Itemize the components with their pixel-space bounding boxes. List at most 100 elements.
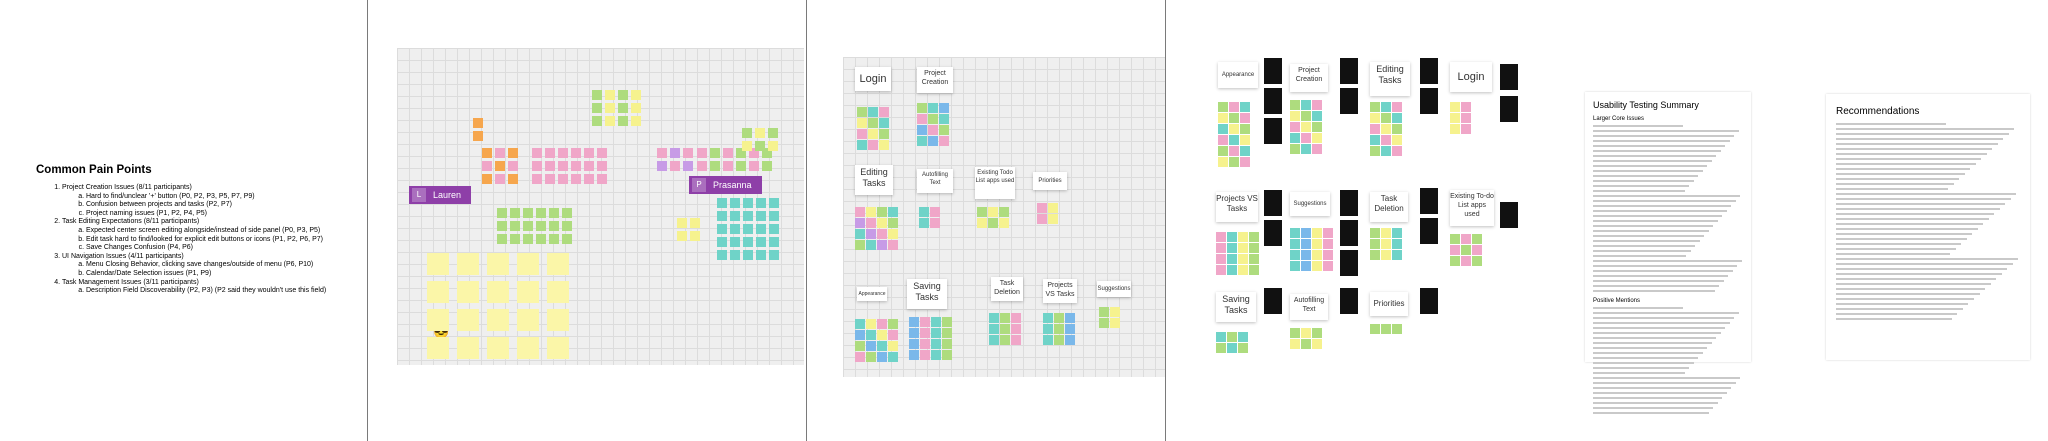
sticky-note[interactable] — [536, 208, 546, 218]
black-note[interactable] — [1264, 58, 1282, 84]
sticky-note[interactable] — [1227, 243, 1237, 253]
sticky-note[interactable] — [1099, 318, 1109, 328]
sticky-note[interactable] — [919, 218, 929, 228]
sticky-board-raw[interactable]: L Lauren P Prasanna 😎 — [397, 48, 804, 365]
sticky-note[interactable] — [888, 319, 898, 329]
sticky-note[interactable] — [1240, 124, 1250, 134]
black-note[interactable] — [1264, 88, 1282, 114]
sticky-note[interactable] — [999, 207, 1009, 217]
sticky-note[interactable] — [1323, 239, 1333, 249]
sticky-note[interactable] — [877, 330, 887, 340]
sticky-note[interactable] — [879, 118, 889, 128]
sticky-note[interactable] — [928, 103, 938, 113]
sticky-note[interactable] — [1370, 102, 1380, 112]
sticky-note[interactable] — [942, 317, 952, 327]
sticky-note[interactable] — [1110, 318, 1120, 328]
sticky-note[interactable] — [571, 161, 581, 171]
sticky-note[interactable] — [988, 207, 998, 217]
sticky-note[interactable] — [1037, 203, 1047, 213]
sticky-note[interactable] — [1099, 307, 1109, 317]
black-note[interactable] — [1340, 88, 1358, 114]
sticky-note[interactable] — [939, 125, 949, 135]
sticky-note[interactable] — [769, 211, 779, 221]
sticky-note[interactable] — [690, 231, 700, 241]
sticky-note[interactable] — [1381, 239, 1391, 249]
sticky-note[interactable] — [592, 103, 602, 113]
sticky-note[interactable] — [1216, 332, 1226, 342]
sticky-note[interactable] — [427, 337, 449, 359]
sticky-note[interactable] — [1218, 102, 1228, 112]
sticky-note[interactable] — [1011, 324, 1021, 334]
sticky-note[interactable] — [532, 174, 542, 184]
sticky-note[interactable] — [562, 234, 572, 244]
sticky-note[interactable] — [1229, 157, 1239, 167]
sticky-note[interactable] — [1301, 261, 1311, 271]
sticky-note[interactable] — [1065, 313, 1075, 323]
sticky-note[interactable] — [1290, 339, 1300, 349]
sticky-note[interactable] — [1065, 335, 1075, 345]
sticky-note[interactable] — [1240, 102, 1250, 112]
sticky-note[interactable] — [558, 161, 568, 171]
sticky-note[interactable] — [743, 224, 753, 234]
sticky-note[interactable] — [742, 128, 752, 138]
sticky-note[interactable] — [888, 207, 898, 217]
sticky-board-grouped[interactable]: Login Project Creation Editing Tasks Aut… — [843, 57, 1165, 377]
sticky-note[interactable] — [1238, 332, 1248, 342]
sticky-note[interactable] — [742, 141, 752, 151]
sticky-note[interactable] — [749, 148, 759, 158]
sticky-note[interactable] — [866, 341, 876, 351]
sticky-note[interactable] — [497, 221, 507, 231]
sticky-note[interactable] — [1392, 324, 1402, 334]
sticky-note[interactable] — [855, 319, 865, 329]
sticky-note[interactable] — [482, 161, 492, 171]
sticky-note[interactable] — [517, 253, 539, 275]
black-note[interactable] — [1340, 220, 1358, 246]
sticky-note[interactable] — [1461, 256, 1471, 266]
sticky-note[interactable] — [1392, 146, 1402, 156]
sticky-note[interactable] — [888, 229, 898, 239]
sticky-note[interactable] — [920, 328, 930, 338]
sticky-note[interactable] — [427, 281, 449, 303]
sticky-note[interactable] — [683, 161, 693, 171]
sticky-note[interactable] — [532, 148, 542, 158]
sticky-note[interactable] — [508, 174, 518, 184]
sticky-note[interactable] — [510, 221, 520, 231]
black-note[interactable] — [1340, 58, 1358, 84]
sticky-board-synthesized[interactable]: Appearance Project Creation Editing Task… — [1200, 52, 1552, 374]
sticky-note[interactable] — [597, 161, 607, 171]
sticky-note[interactable] — [930, 218, 940, 228]
sticky-note[interactable] — [1461, 113, 1471, 123]
sticky-note[interactable] — [495, 161, 505, 171]
sticky-note[interactable] — [549, 208, 559, 218]
sticky-note[interactable] — [1227, 265, 1237, 275]
sticky-note[interactable] — [1312, 122, 1322, 132]
sticky-note[interactable] — [631, 103, 641, 113]
sticky-note[interactable] — [690, 218, 700, 228]
sticky-note[interactable] — [743, 237, 753, 247]
sticky-note[interactable] — [697, 161, 707, 171]
participant-tag-prasanna[interactable]: P Prasanna — [689, 176, 762, 194]
sticky-note[interactable] — [730, 198, 740, 208]
sticky-note[interactable] — [1218, 124, 1228, 134]
sticky-note[interactable] — [855, 352, 865, 362]
black-note[interactable] — [1500, 202, 1518, 228]
sticky-note[interactable] — [495, 148, 505, 158]
sticky-note[interactable] — [855, 229, 865, 239]
sticky-note[interactable] — [545, 161, 555, 171]
sticky-note[interactable] — [1392, 102, 1402, 112]
sticky-note[interactable] — [495, 174, 505, 184]
sticky-note[interactable] — [473, 118, 483, 128]
sticky-note[interactable] — [930, 207, 940, 217]
sticky-note[interactable] — [487, 337, 509, 359]
sticky-note[interactable] — [1370, 124, 1380, 134]
sticky-note[interactable] — [1381, 135, 1391, 145]
sticky-note[interactable] — [928, 136, 938, 146]
sticky-note[interactable] — [1229, 146, 1239, 156]
sticky-note[interactable] — [736, 161, 746, 171]
sticky-note[interactable] — [888, 352, 898, 362]
sticky-note[interactable] — [756, 250, 766, 260]
sticky-note[interactable] — [547, 309, 569, 331]
sticky-note[interactable] — [1370, 228, 1380, 238]
sticky-note[interactable] — [909, 350, 919, 360]
sticky-note[interactable] — [989, 324, 999, 334]
